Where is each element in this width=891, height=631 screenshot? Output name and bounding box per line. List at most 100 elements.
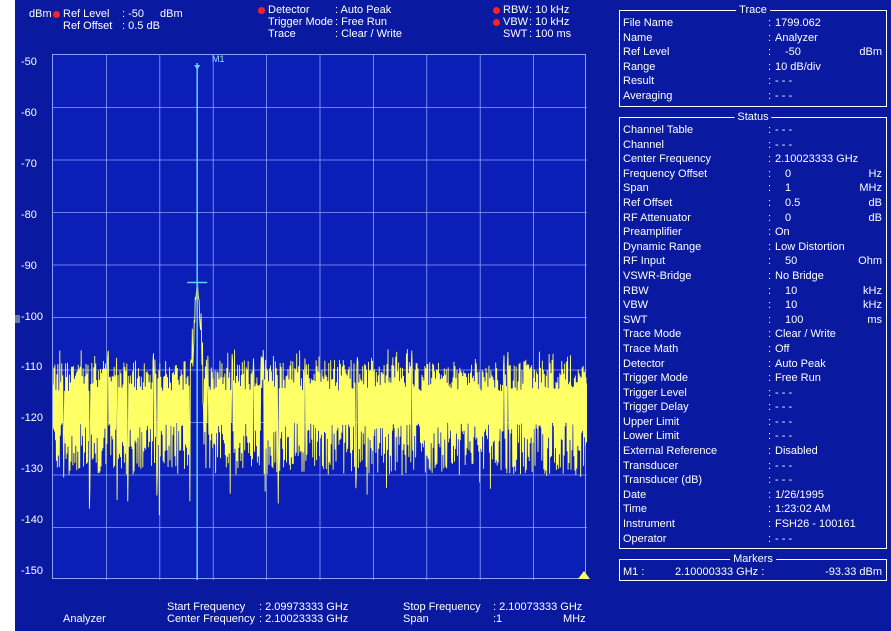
swt-label: SWT: [503, 28, 528, 40]
info-row-colon: :: [768, 386, 772, 399]
info-row: VBW:10 kHz: [620, 298, 886, 313]
status-panel-title: Status: [734, 111, 772, 123]
marker-level: -93.33 dBm: [825, 566, 882, 578]
info-row: Trace Mode: Clear / Write: [620, 327, 886, 342]
info-row: RF Input:50 Ohm: [620, 254, 886, 269]
info-row-value: Clear / Write: [775, 328, 836, 341]
info-row: External Reference: Disabled: [620, 444, 886, 459]
info-row-colon: :: [768, 226, 772, 239]
trace-group: [53, 282, 587, 516]
info-row-value: - - -: [775, 138, 793, 151]
info-row: Averaging: - - -: [620, 89, 886, 104]
trigger-mode-label: Trigger Mode: [268, 16, 334, 28]
info-row: Operator: - - -: [620, 532, 886, 547]
info-row: Transducer (dB): - - -: [620, 473, 886, 488]
info-row-value: - - -: [775, 386, 793, 399]
info-row-key: VBW: [623, 299, 649, 312]
marker-id: M1 :: [623, 566, 645, 578]
info-row-colon: :: [768, 138, 772, 151]
info-row-key: Operator: [623, 532, 667, 545]
info-row-unit: dBm: [859, 46, 882, 59]
info-row-key: RF Attenuator: [623, 211, 691, 224]
info-row-value: 1:23:02 AM: [775, 503, 831, 516]
info-row-value: -50: [785, 46, 801, 59]
span-value: :1: [493, 613, 503, 625]
info-row-key: External Reference: [623, 445, 718, 458]
info-row-value: Disabled: [775, 445, 818, 458]
info-row-key: File Name: [623, 17, 674, 29]
info-row: Lower Limit: - - -: [620, 429, 886, 444]
info-row: Name: Analyzer: [620, 31, 886, 46]
y-axis-tick-label: -130: [21, 463, 44, 476]
info-row-value: 50: [785, 255, 798, 268]
info-row-colon: :: [768, 313, 772, 326]
info-row-key: SWT: [623, 313, 648, 326]
indicator-dot-icon: [53, 10, 60, 18]
info-row-colon: :: [768, 17, 772, 29]
info-row-unit: dB: [868, 211, 882, 224]
info-row-colon: :: [768, 240, 772, 253]
info-row-colon: :: [768, 196, 772, 209]
trace-label: Trace: [268, 28, 296, 40]
trace-panel-title: Trace: [736, 4, 770, 16]
start-freq-value: : 2.09973333 GHz: [259, 601, 349, 613]
info-row-colon: :: [768, 269, 772, 282]
info-row-value: 10 dB/div: [775, 60, 821, 73]
plot-grid: [53, 55, 587, 580]
info-row-colon: :: [768, 211, 772, 224]
info-row-key: Dynamic Range: [623, 240, 702, 253]
info-row-value: - - -: [775, 75, 793, 88]
info-row-key: Ref Level: [623, 46, 670, 59]
info-row-key: Result: [623, 75, 655, 88]
info-row: Trigger Level: - - -: [620, 386, 886, 401]
info-row-colon: :: [768, 182, 772, 195]
info-row-key: Upper Limit: [623, 415, 680, 428]
detector-label: Detector: [258, 4, 310, 16]
rbw-value: : 10 kHz: [529, 4, 570, 16]
info-row-value: No Bridge: [775, 269, 824, 282]
info-row: VSWR-Bridge: No Bridge: [620, 269, 886, 284]
info-row-key: Range: [623, 60, 656, 73]
info-row-value: Off: [775, 342, 790, 355]
info-row-colon: :: [768, 31, 772, 44]
info-row-colon: :: [768, 459, 772, 472]
info-row: Ref Offset:0.5 dB: [620, 196, 886, 211]
info-row-key: Channel Table: [623, 124, 694, 136]
info-row-value: FSH26 - 100161: [775, 518, 856, 531]
info-row-colon: :: [768, 445, 772, 458]
ref-level-label: Ref Level: [53, 8, 109, 20]
markers-panel: Markers M1 : 2.10000333 GHz : -93.33 dBm: [619, 553, 887, 581]
info-row: Center Frequency:2.10023333 GHz: [620, 152, 886, 167]
info-row-key: Span: [623, 182, 649, 195]
info-row: Range:10 dB/div: [620, 60, 886, 75]
info-row-unit: dB: [868, 196, 882, 209]
span-unit: MHz: [563, 613, 586, 625]
info-row-colon: :: [768, 124, 772, 136]
y-axis-tick-label: -80: [21, 208, 37, 221]
info-row: Instrument: FSH26 - 100161: [620, 517, 886, 532]
info-row-key: Date: [623, 488, 647, 501]
info-row-colon: :: [768, 372, 772, 385]
info-row-colon: :: [768, 75, 772, 88]
info-row-value: - - -: [775, 459, 793, 472]
marker-m1-icon: [194, 65, 201, 70]
info-row-key: Preamplifier: [623, 226, 682, 239]
info-row: Result: - - -: [620, 74, 886, 89]
info-row-key: Channel: [623, 138, 664, 151]
span-label: Span: [403, 613, 429, 625]
info-row: SWT:100 ms: [620, 313, 886, 328]
info-row: Preamplifier: On: [620, 225, 886, 240]
info-row-key: Transducer: [623, 459, 679, 472]
info-row: RBW:10 kHz: [620, 284, 886, 299]
info-row-colon: :: [768, 401, 772, 414]
info-row: Time:1:23:02 AM: [620, 502, 886, 517]
info-row-value: Low Distortion: [775, 240, 845, 253]
info-row-colon: :: [768, 46, 772, 59]
info-row-key: Center Frequency: [623, 153, 712, 166]
info-row-key: RBW: [623, 284, 649, 297]
y-axis-tick-label: -50: [21, 56, 37, 68]
info-row-value: - - -: [775, 474, 793, 487]
spectrum-plot[interactable]: M1: [52, 54, 590, 580]
info-row-colon: :: [768, 532, 772, 545]
info-row-value: - - -: [775, 89, 793, 102]
